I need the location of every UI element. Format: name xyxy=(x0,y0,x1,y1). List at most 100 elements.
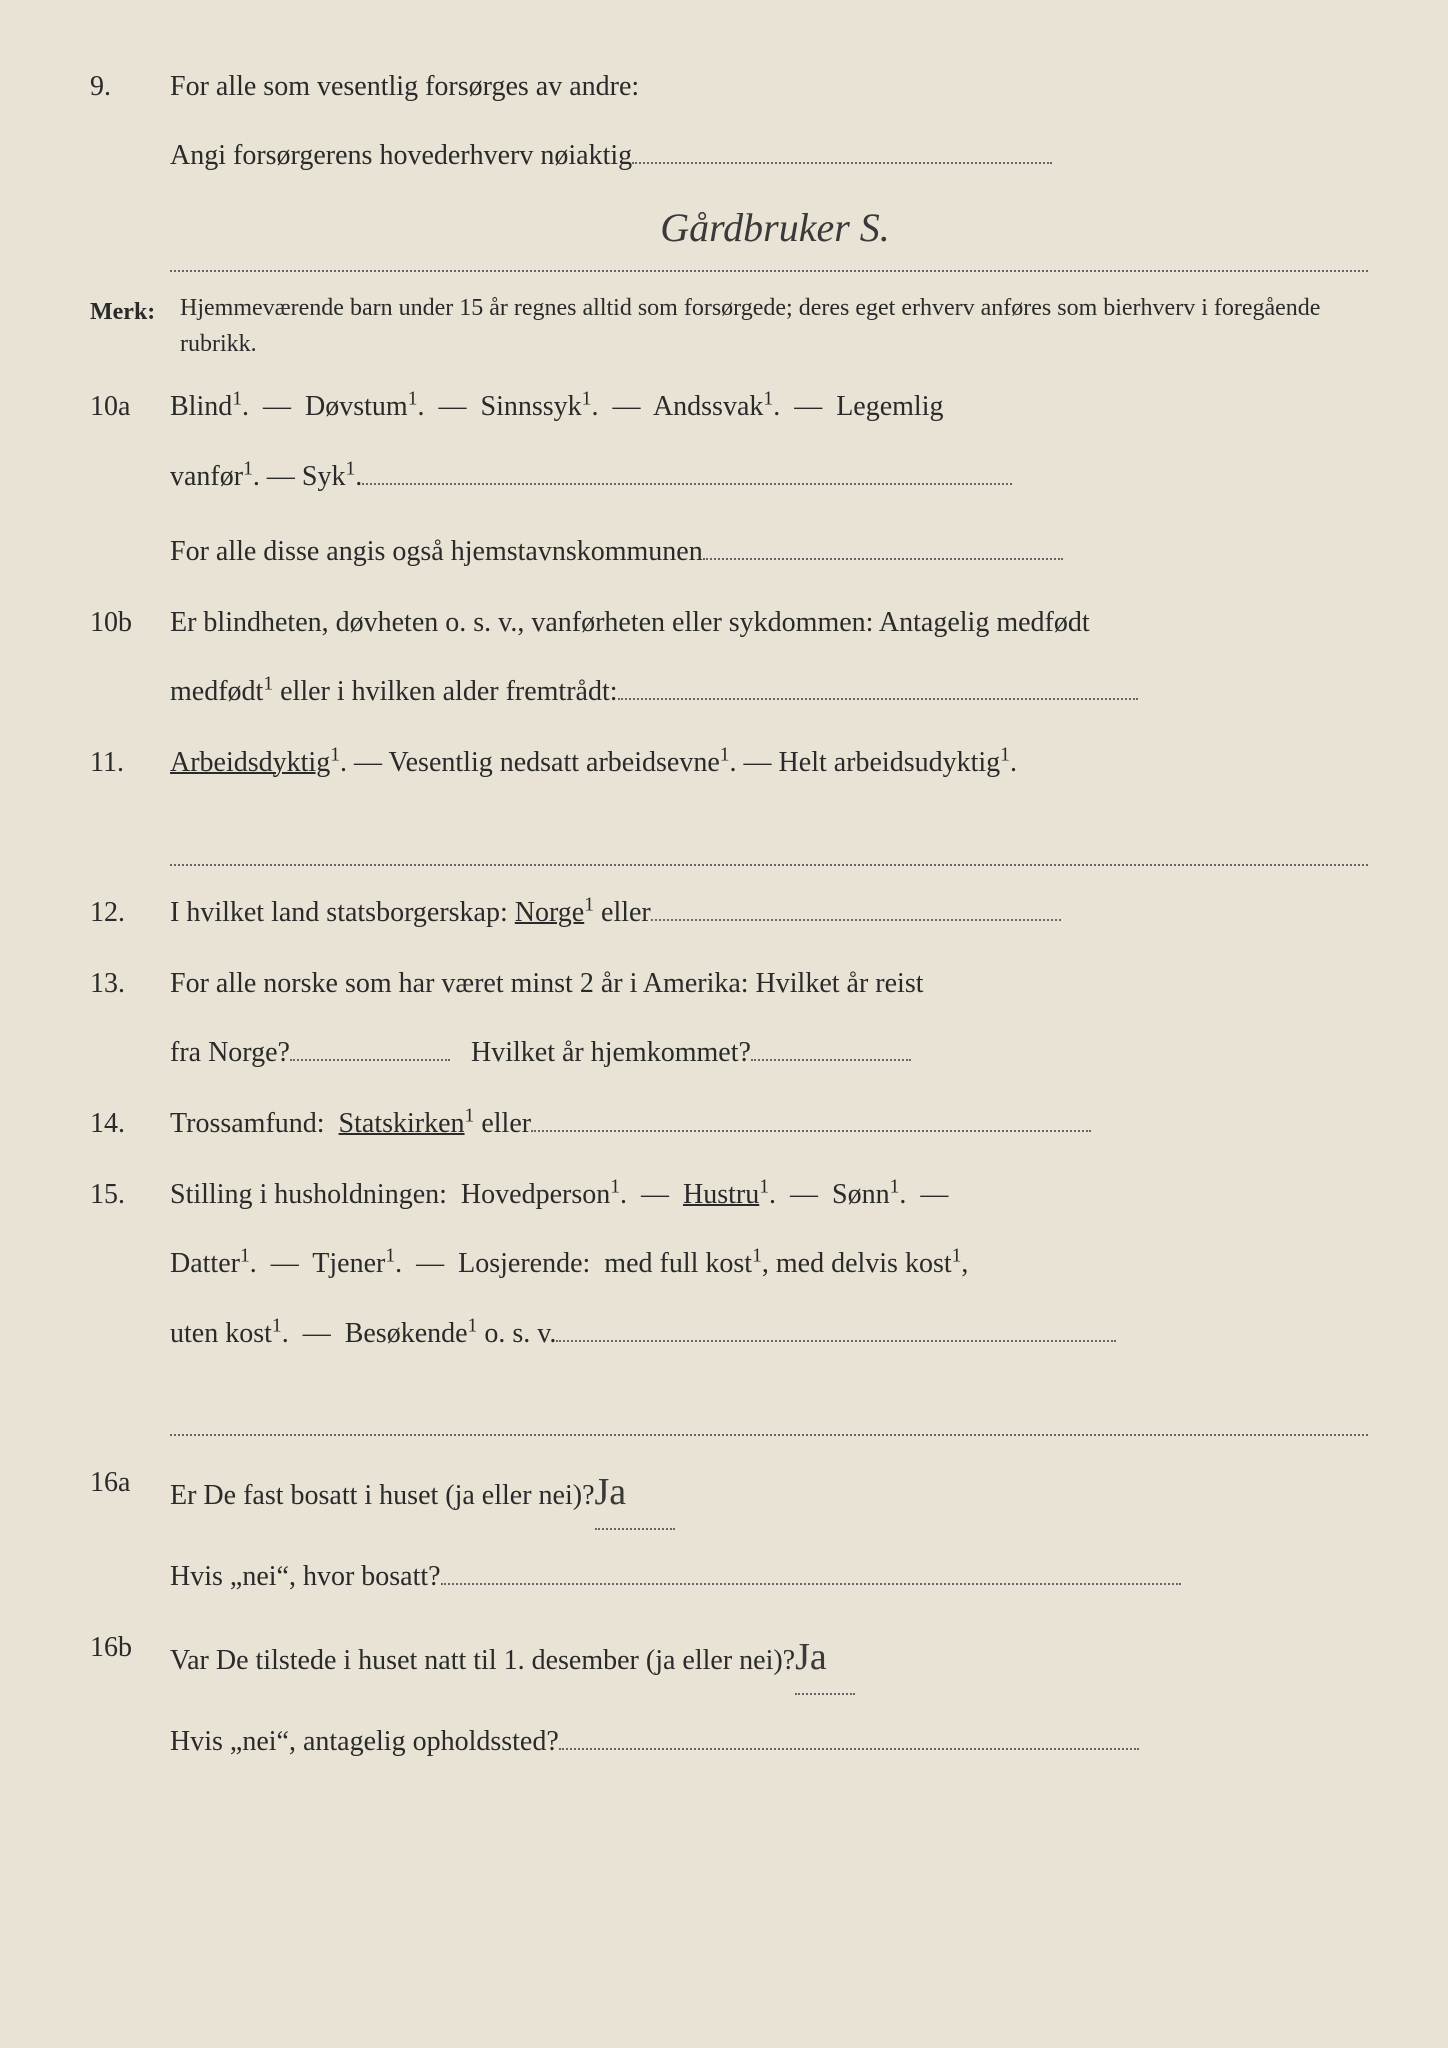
q16a-hvis-nei: Hvis „nei“, hvor bosatt? xyxy=(170,1561,441,1592)
q10a-line1: Blind1. — Døvstum1. — Sinnssyk1. — Andss… xyxy=(170,380,1368,433)
q11-number: 11. xyxy=(90,736,170,789)
q12-dotted xyxy=(651,919,1061,921)
q13-text: For alle norske som har været minst 2 år… xyxy=(170,968,924,999)
q10b-number: 10b xyxy=(90,596,170,649)
q16a-content: Er De fast bosatt i huset (ja eller nei)… xyxy=(170,1456,1368,1603)
q9-answer-line: Gårdbruker S. xyxy=(170,190,1368,272)
q14-text: Trossamfund: xyxy=(170,1108,325,1139)
q14-eller: eller xyxy=(481,1108,531,1139)
question-16a: 16a Er De fast bosatt i huset (ja eller … xyxy=(90,1456,1368,1603)
q9-line1: For alle som vesentlig forsørges av andr… xyxy=(170,60,1368,113)
q11-opt2: Vesentlig nedsatt arbeidsevne xyxy=(389,747,720,778)
q10b-line2: medfødt1 eller i hvilken alder fremtrådt… xyxy=(170,665,1368,718)
q10a-andssvak: Andssvak xyxy=(653,391,763,422)
q13-dotted2 xyxy=(751,1059,911,1061)
q15-osv: o. s. v. xyxy=(484,1318,556,1349)
q15-number: 15. xyxy=(90,1168,170,1221)
q10a-dovstum: Døvstum xyxy=(305,391,408,422)
q16a-handwritten: Ja xyxy=(595,1471,627,1513)
q10a-line3: For alle disse angis også hjemstavnskomm… xyxy=(170,525,1368,578)
q10a-blind: Blind xyxy=(170,391,232,422)
q15-dotted xyxy=(556,1340,1116,1342)
q14-number: 14. xyxy=(90,1097,170,1150)
q16b-line2: Hvis „nei“, antagelig opholdssted? xyxy=(170,1715,1368,1768)
q15-tjener: Tjener xyxy=(312,1248,385,1279)
q16b-answer-line: Ja xyxy=(795,1621,855,1695)
merk-text: Hjemmeværende barn under 15 år regnes al… xyxy=(180,290,1368,362)
q15-uten-kost: uten kost xyxy=(170,1318,272,1349)
q14-content: Trossamfund: Statskirken1 eller xyxy=(170,1097,1368,1150)
question-12: 12. I hvilket land statsborgerskap: Norg… xyxy=(90,886,1368,939)
q15-hustru: Hustru xyxy=(683,1179,759,1210)
q10a-hjemstavn: For alle disse angis også hjemstavnskomm… xyxy=(170,536,703,567)
q11-opt1: Arbeidsdyktig xyxy=(170,747,330,778)
q12-content: I hvilket land statsborgerskap: Norge1 e… xyxy=(170,886,1368,939)
question-13: 13. For alle norske som har været minst … xyxy=(90,957,1368,1079)
question-9: 9. For alle som vesentlig forsørges av a… xyxy=(90,60,1368,272)
q9-handwritten: Gårdbruker S. xyxy=(660,205,890,250)
q13-hjemkommet: Hvilket år hjemkommet? xyxy=(471,1037,751,1068)
q15-content: Stilling i husholdningen: Hovedperson1. … xyxy=(170,1168,1368,1360)
q15-line3: uten kost1. — Besøkende1 o. s. v. xyxy=(170,1307,1368,1360)
question-16b: 16b Var De tilstede i huset natt til 1. … xyxy=(90,1621,1368,1768)
q14-statskirken: Statskirken xyxy=(339,1108,465,1139)
q13-line2: fra Norge? Hvilket år hjemkommet? xyxy=(170,1026,1368,1079)
q12-eller: eller xyxy=(601,897,651,928)
q15-hovedperson: Hovedperson xyxy=(461,1179,610,1210)
q15-losjerende: Losjerende: xyxy=(458,1248,590,1279)
q16b-number: 16b xyxy=(90,1621,170,1674)
q16a-dotted xyxy=(441,1583,1181,1585)
q13-fra-norge: fra Norge? xyxy=(170,1037,290,1068)
q15-line2: Datter1. — Tjener1. — Losjerende: med fu… xyxy=(170,1237,1368,1290)
question-14: 14. Trossamfund: Statskirken1 eller xyxy=(90,1097,1368,1150)
q10a-vanfor: vanfør xyxy=(170,461,243,492)
q9-line2: Angi forsørgerens hovederhverv nøiaktig xyxy=(170,140,632,171)
q10a-syk: Syk xyxy=(302,461,346,492)
q13-number: 13. xyxy=(90,957,170,1010)
q10b-text2: eller i hvilken alder fremtrådt: xyxy=(280,676,617,707)
question-11: 11. Arbeidsdyktig1. — Vesentlig nedsatt … xyxy=(90,736,1368,789)
question-10a: 10a Blind1. — Døvstum1. — Sinnssyk1. — A… xyxy=(90,380,1368,578)
q10a-dotted2 xyxy=(703,558,1063,560)
q10a-sinnssyk: Sinnssyk xyxy=(481,391,582,422)
q10a-number: 10a xyxy=(90,380,170,433)
q10a-dotted1 xyxy=(362,483,1012,485)
q9-dotted xyxy=(632,162,1052,164)
q10b-dotted xyxy=(618,698,1138,700)
q13-dotted1 xyxy=(290,1059,450,1061)
q10b-content: Er blindheten, døvheten o. s. v., vanfør… xyxy=(170,596,1368,718)
q15-besokende: Besøkende xyxy=(345,1318,468,1349)
merk-label: Merk: xyxy=(90,290,180,362)
q16b-dotted xyxy=(559,1748,1139,1750)
q15-blank-line xyxy=(170,1380,1368,1436)
q15-delvis-kost: med delvis kost xyxy=(776,1248,952,1279)
q16a-answer-line: Ja xyxy=(595,1456,675,1530)
q12-number: 12. xyxy=(90,886,170,939)
q9-line2-wrap: Angi forsørgerens hovederhverv nøiaktig xyxy=(170,129,1368,182)
q16a-number: 16a xyxy=(90,1456,170,1509)
q16a-line2: Hvis „nei“, hvor bosatt? xyxy=(170,1550,1368,1603)
q14-dotted xyxy=(531,1130,1091,1132)
q16b-hvis-nei: Hvis „nei“, antagelig opholdssted? xyxy=(170,1726,559,1757)
q12-text: I hvilket land statsborgerskap: xyxy=(170,897,508,928)
q11-blank-line xyxy=(170,810,1368,866)
q10a-line2: vanfør1. — Syk1. xyxy=(170,450,1368,503)
q16b-content: Var De tilstede i huset natt til 1. dese… xyxy=(170,1621,1368,1768)
q13-content: For alle norske som har været minst 2 år… xyxy=(170,957,1368,1079)
q15-text: Stilling i husholdningen: xyxy=(170,1179,447,1210)
census-form-page: 9. For alle som vesentlig forsørges av a… xyxy=(90,60,1368,1769)
q11-opt3: Helt arbeidsudyktig xyxy=(779,747,1001,778)
q10a-legemlig: Legemlig xyxy=(836,391,943,422)
q10b-text: Er blindheten, døvheten o. s. v., vanfør… xyxy=(170,607,1090,638)
q11-content: Arbeidsdyktig1. — Vesentlig nedsatt arbe… xyxy=(170,736,1368,789)
q16a-question: Er De fast bosatt i huset (ja eller nei)… xyxy=(170,1480,595,1511)
merk-note: Merk: Hjemmeværende barn under 15 år reg… xyxy=(90,290,1368,362)
question-10b: 10b Er blindheten, døvheten o. s. v., va… xyxy=(90,596,1368,718)
q15-sonn: Sønn xyxy=(832,1179,890,1210)
q15-full-kost: med full kost xyxy=(604,1248,752,1279)
q10a-content: Blind1. — Døvstum1. — Sinnssyk1. — Andss… xyxy=(170,380,1368,578)
question-15: 15. Stilling i husholdningen: Hovedperso… xyxy=(90,1168,1368,1360)
q12-norge: Norge xyxy=(515,897,584,928)
q16b-question: Var De tilstede i huset natt til 1. dese… xyxy=(170,1645,795,1676)
q15-datter: Datter xyxy=(170,1248,240,1279)
